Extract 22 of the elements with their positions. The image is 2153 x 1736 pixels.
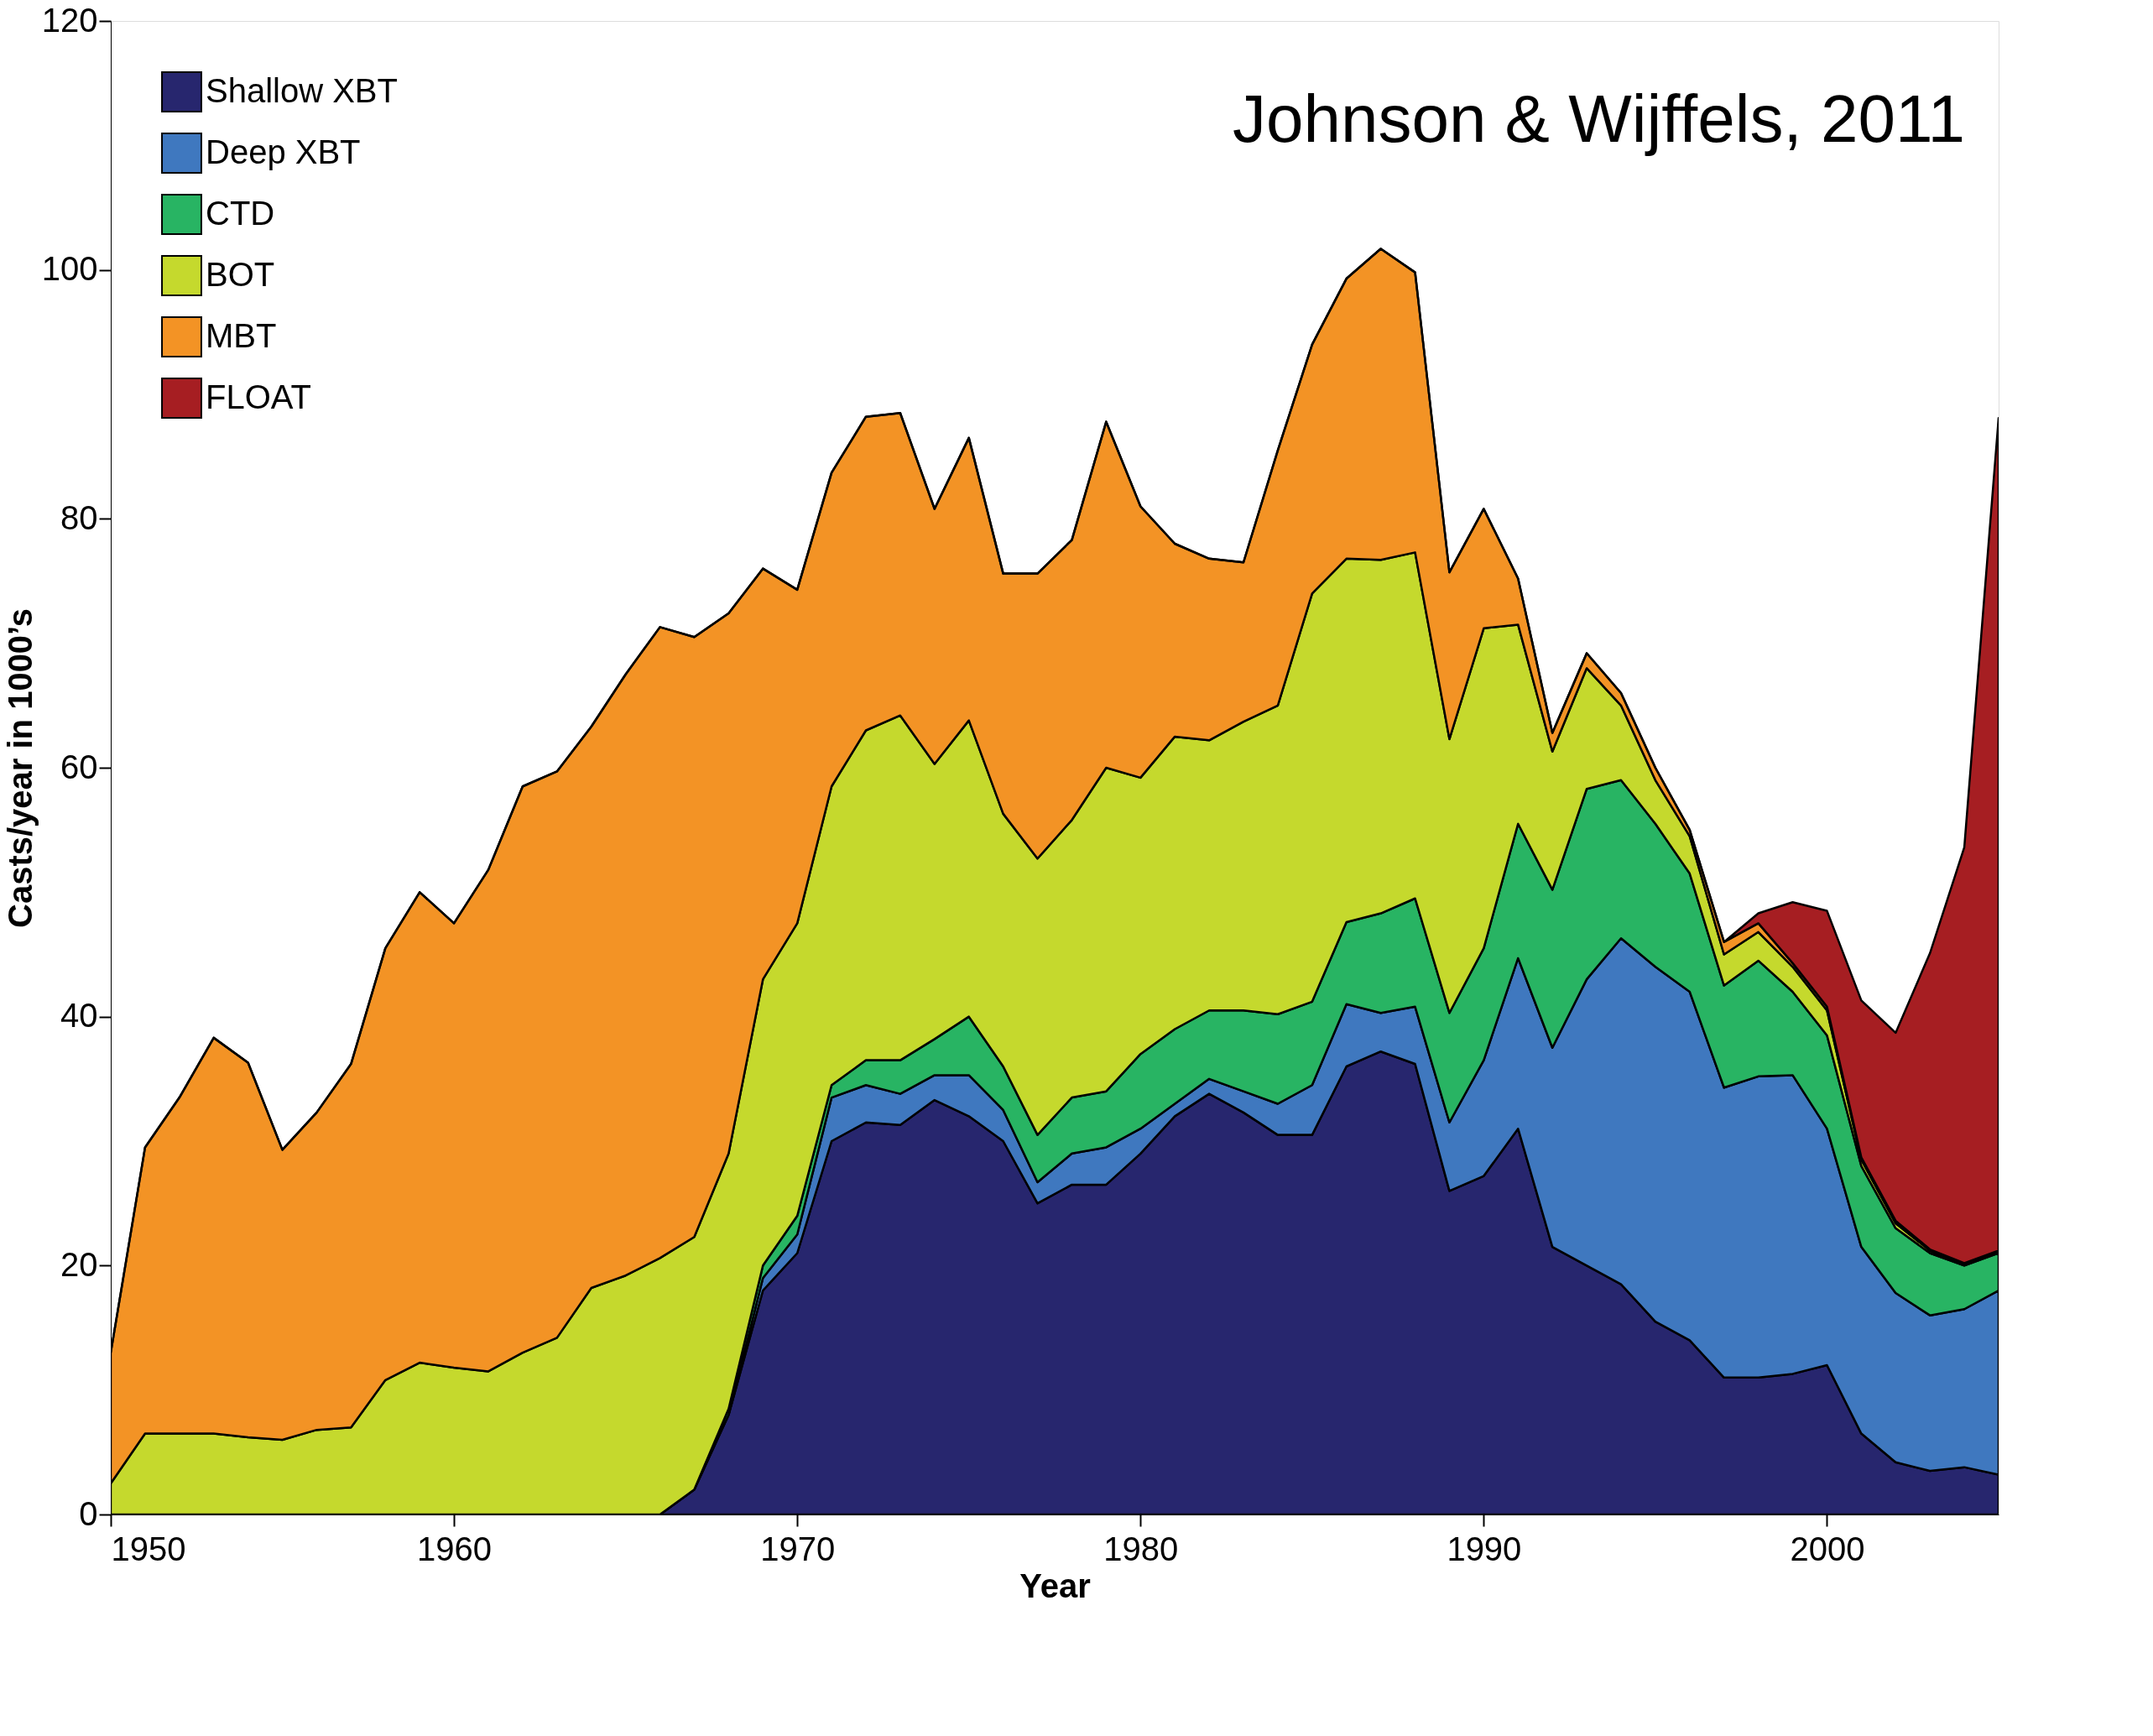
legend-label: MBT (206, 316, 277, 354)
x-axis-title: Year (1019, 1567, 1091, 1604)
y-tick-label: 80 (60, 498, 98, 536)
x-tick-label: 1950 (111, 1530, 186, 1567)
x-tick-label: 2000 (1790, 1530, 1865, 1567)
y-tick-label: 20 (60, 1245, 98, 1283)
x-tick-label: 1970 (760, 1530, 836, 1567)
legend-label: FLOAT (206, 378, 311, 415)
x-tick-label: 1960 (417, 1530, 493, 1567)
y-tick-label: 120 (41, 1, 98, 39)
legend-label: Deep XBT (206, 133, 361, 170)
x-tick-label: 1990 (1447, 1530, 1522, 1567)
y-tick-label: 100 (41, 250, 98, 288)
legend-label: BOT (206, 255, 275, 293)
annotation: Johnson & Wijffels, 2011 (1232, 81, 1965, 156)
legend-label: Shallow XBT (206, 71, 398, 109)
y-axis-title: Casts/year in 1000’s (1, 608, 39, 928)
x-tick-label: 1980 (1103, 1530, 1179, 1567)
y-tick-label: 60 (60, 748, 98, 785)
y-tick-label: 40 (60, 997, 98, 1035)
legend-label: CTD (206, 194, 275, 232)
y-tick-label: 0 (79, 1494, 98, 1532)
